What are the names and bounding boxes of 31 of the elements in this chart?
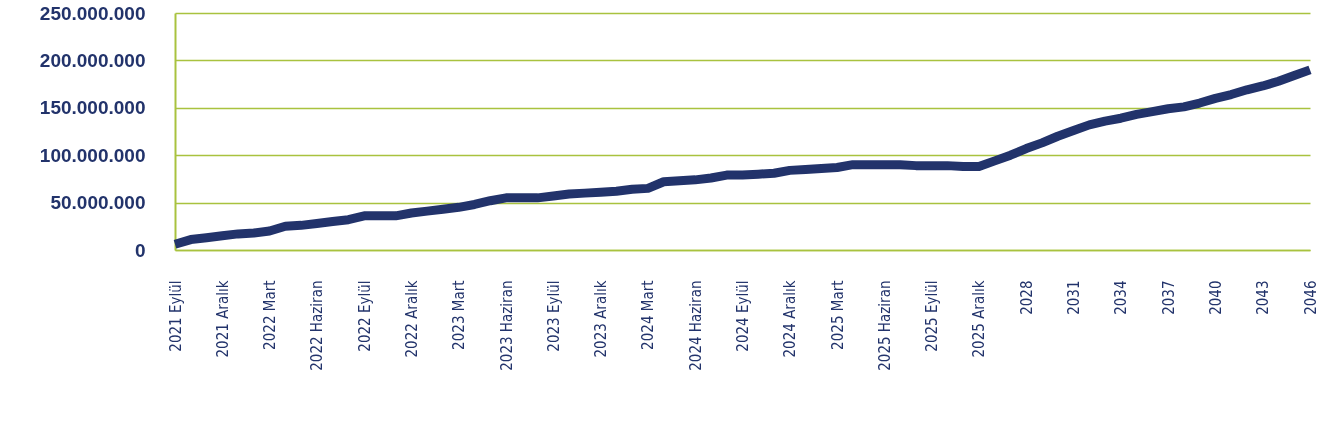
x-tick-label: 2021 Eylül <box>166 280 185 352</box>
x-tick-label: 2046 <box>1301 280 1320 315</box>
x-tick-label: 2023 Mart <box>450 280 469 350</box>
x-tick-label: 2025 Haziran <box>875 280 894 371</box>
x-tick-label: 2022 Haziran <box>308 280 327 371</box>
x-tick-label: 2022 Eylül <box>355 280 374 352</box>
y-tick-label: 150.000.000 <box>39 97 146 119</box>
x-tick-label: 2043 <box>1254 280 1273 315</box>
x-tick-label: 2025 Mart <box>828 280 847 350</box>
x-tick-label: 2040 <box>1206 280 1225 315</box>
x-tick-label: 2021 Aralık <box>213 280 232 358</box>
x-tick-label: 2022 Aralık <box>402 280 421 358</box>
x-tick-label: 2025 Aralık <box>970 280 989 358</box>
x-tick-label: 2028 <box>1017 280 1036 315</box>
x-tick-label: 2024 Aralık <box>781 280 800 358</box>
x-tick-label: 2034 <box>1112 280 1131 315</box>
x-tick-label: 2022 Mart <box>261 280 280 350</box>
x-tick-label: 2025 Eylül <box>923 280 942 352</box>
y-tick-label: 250.000.000 <box>39 2 146 24</box>
x-tick-label: 2024 Eylül <box>734 280 752 352</box>
x-tick-label: 2023 Aralık <box>592 280 611 358</box>
x-tick-label: 2024 Haziran <box>686 280 705 371</box>
y-tick-label: 200.000.000 <box>39 49 146 71</box>
y-tick-label: 50.000.000 <box>50 192 146 214</box>
y-tick-label: 0 <box>134 239 146 261</box>
y-tick-label: 100.000.000 <box>39 144 146 166</box>
x-tick-label: 2024 Mart <box>639 280 658 350</box>
x-tick-label: 2023 Eylül <box>544 280 563 352</box>
x-tick-label: 2031 <box>1065 280 1084 315</box>
x-tick-label: 2037 <box>1159 280 1178 315</box>
x-tick-label: 2023 Haziran <box>497 280 516 371</box>
